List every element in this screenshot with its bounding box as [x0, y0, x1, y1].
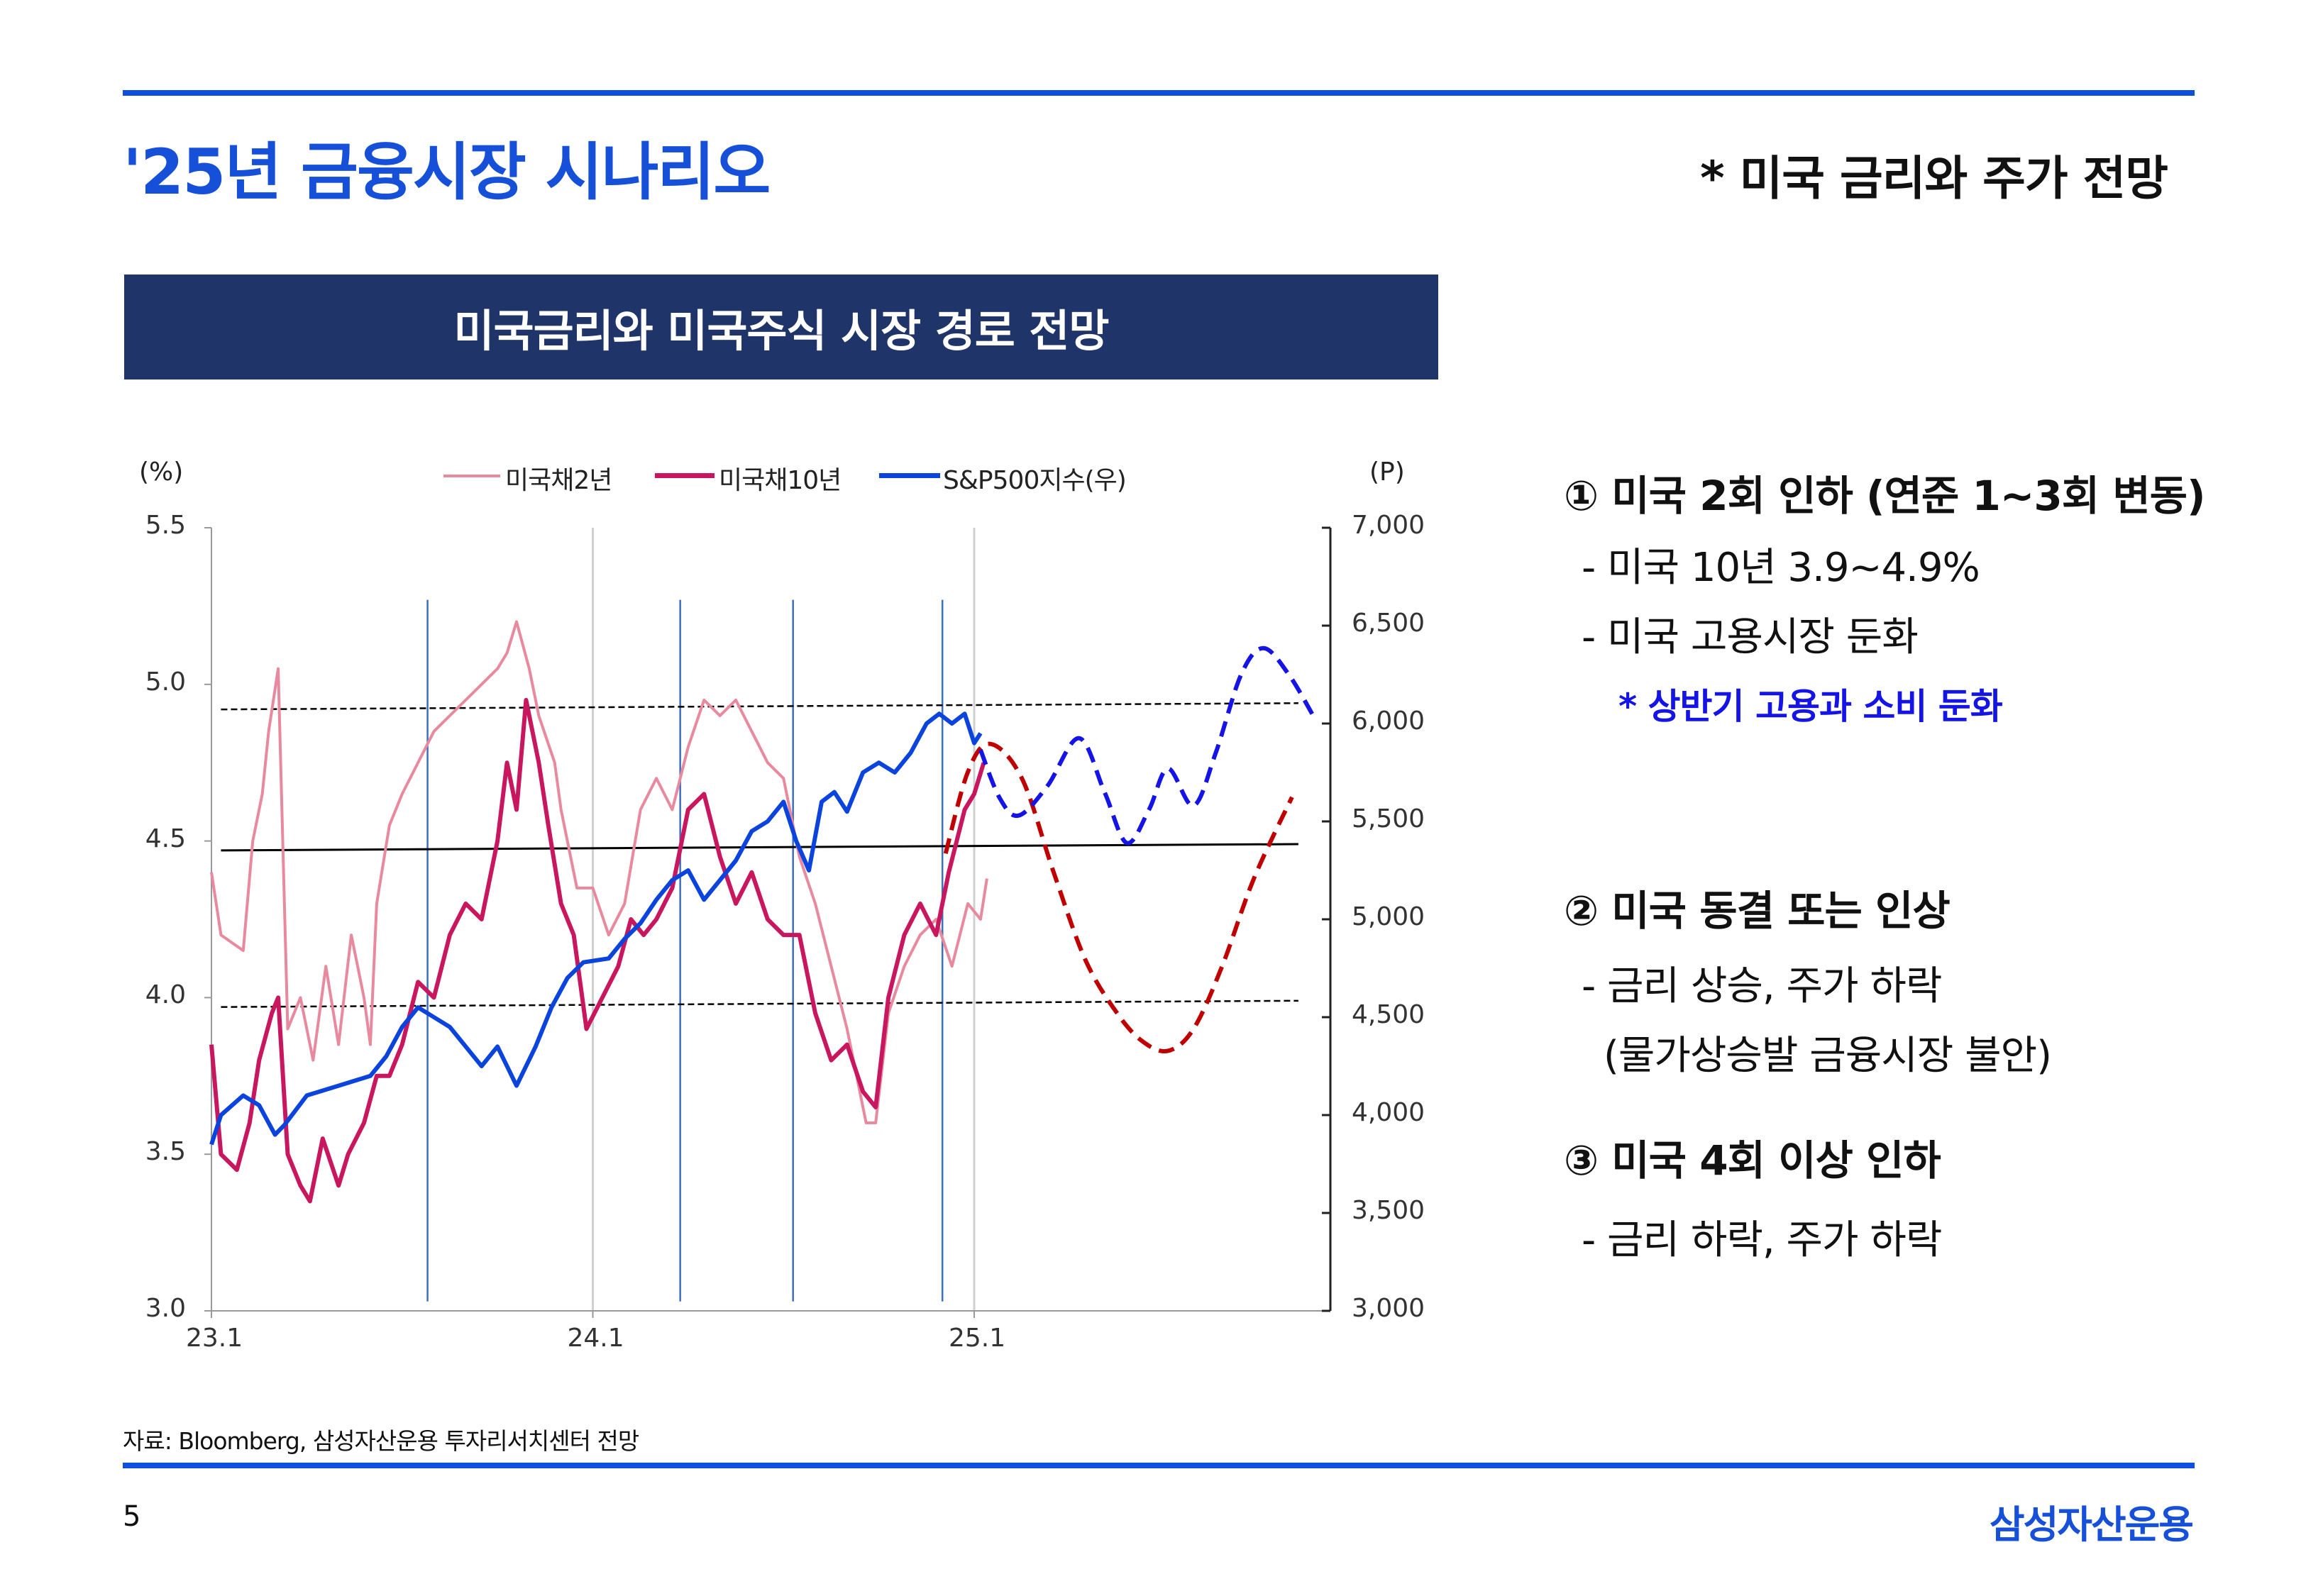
legend-label-ust10y: 미국채10년	[719, 466, 842, 495]
right-tick-label: 4,000	[1352, 1098, 1425, 1127]
scenario-2-heading: ② 미국 동결 또는 인상	[1564, 887, 1951, 935]
right-tick-label: 3,000	[1352, 1294, 1425, 1323]
bottom-rule	[123, 1463, 2195, 1468]
left-tick-label: 3.0	[145, 1294, 186, 1323]
page-subtitle: * 미국 금리와 주가 전망	[1700, 151, 2168, 206]
right-tick-label: 7,000	[1352, 511, 1425, 540]
page-number: 5	[123, 1500, 141, 1533]
chart-banner: 미국금리와 미국주식 시장 경로 전망	[124, 275, 1438, 379]
x-tick-label: 24.1	[567, 1324, 624, 1353]
reference-line	[221, 702, 1298, 711]
scenario-1-note: * 상반기 고용과 소비 둔화	[1618, 686, 2003, 727]
scenario-3-heading: ③ 미국 4회 이상 인하	[1564, 1136, 1941, 1185]
right-tick-label: 6,000	[1352, 706, 1425, 736]
right-tick-label: 6,500	[1352, 609, 1425, 638]
scenario-2-item: - 금리 상승, 주가 하락	[1582, 963, 1942, 1009]
series-ust10y-line	[209, 697, 986, 1204]
reference-line	[221, 999, 1298, 1008]
page-title: '25년 금융시장 시나리오	[123, 135, 771, 209]
left-tick-label: 5.0	[145, 667, 186, 697]
forecast-sp500-line	[978, 645, 1316, 846]
left-axis-unit: (%)	[139, 458, 184, 487]
left-tick-label: 3.5	[145, 1137, 186, 1167]
scenario-1-item: - 미국 고용시장 둔화	[1582, 614, 1919, 660]
right-tick-label: 4,500	[1352, 1000, 1425, 1029]
left-tick-label: 4.0	[145, 980, 186, 1010]
legend-swatch-sp500	[879, 473, 940, 478]
source-note: 자료: Bloomberg, 삼성자산운용 투자리서치센터 전망	[123, 1427, 639, 1455]
right-axis-unit: (P)	[1369, 458, 1405, 487]
scenario-3-item: - 금리 하락, 주가 하락	[1582, 1217, 1942, 1263]
right-tick-label: 5,500	[1352, 804, 1425, 833]
series-sp500-line	[209, 711, 983, 1146]
reference-line	[221, 843, 1298, 852]
top-rule	[123, 90, 2195, 96]
legend-label-sp500: S&P500지수(우)	[943, 466, 1127, 495]
right-tick-label: 5,000	[1352, 902, 1425, 931]
forecast-ust10y-line	[943, 741, 1294, 1054]
scenario-2-item: (물가상승발 금융시장 불안)	[1604, 1033, 2052, 1079]
legend-swatch-ust10y	[655, 473, 715, 478]
scenario-1-heading: ① 미국 2회 인하 (연준 1~3회 변동)	[1564, 472, 2206, 520]
series-ust2y-line	[210, 620, 988, 1125]
left-tick-label: 4.5	[145, 824, 186, 853]
legend-swatch-ust2y	[443, 475, 500, 477]
x-tick-label: 23.1	[186, 1324, 243, 1353]
company-logo: 삼성자산운용	[1989, 1502, 2194, 1547]
scenario-1-item: - 미국 10년 3.9~4.9%	[1582, 545, 1980, 591]
left-tick-label: 5.5	[145, 511, 186, 540]
legend-label-ust2y: 미국채2년	[505, 466, 612, 495]
right-tick-label: 3,500	[1352, 1196, 1425, 1225]
x-tick-label: 25.1	[949, 1324, 1006, 1353]
